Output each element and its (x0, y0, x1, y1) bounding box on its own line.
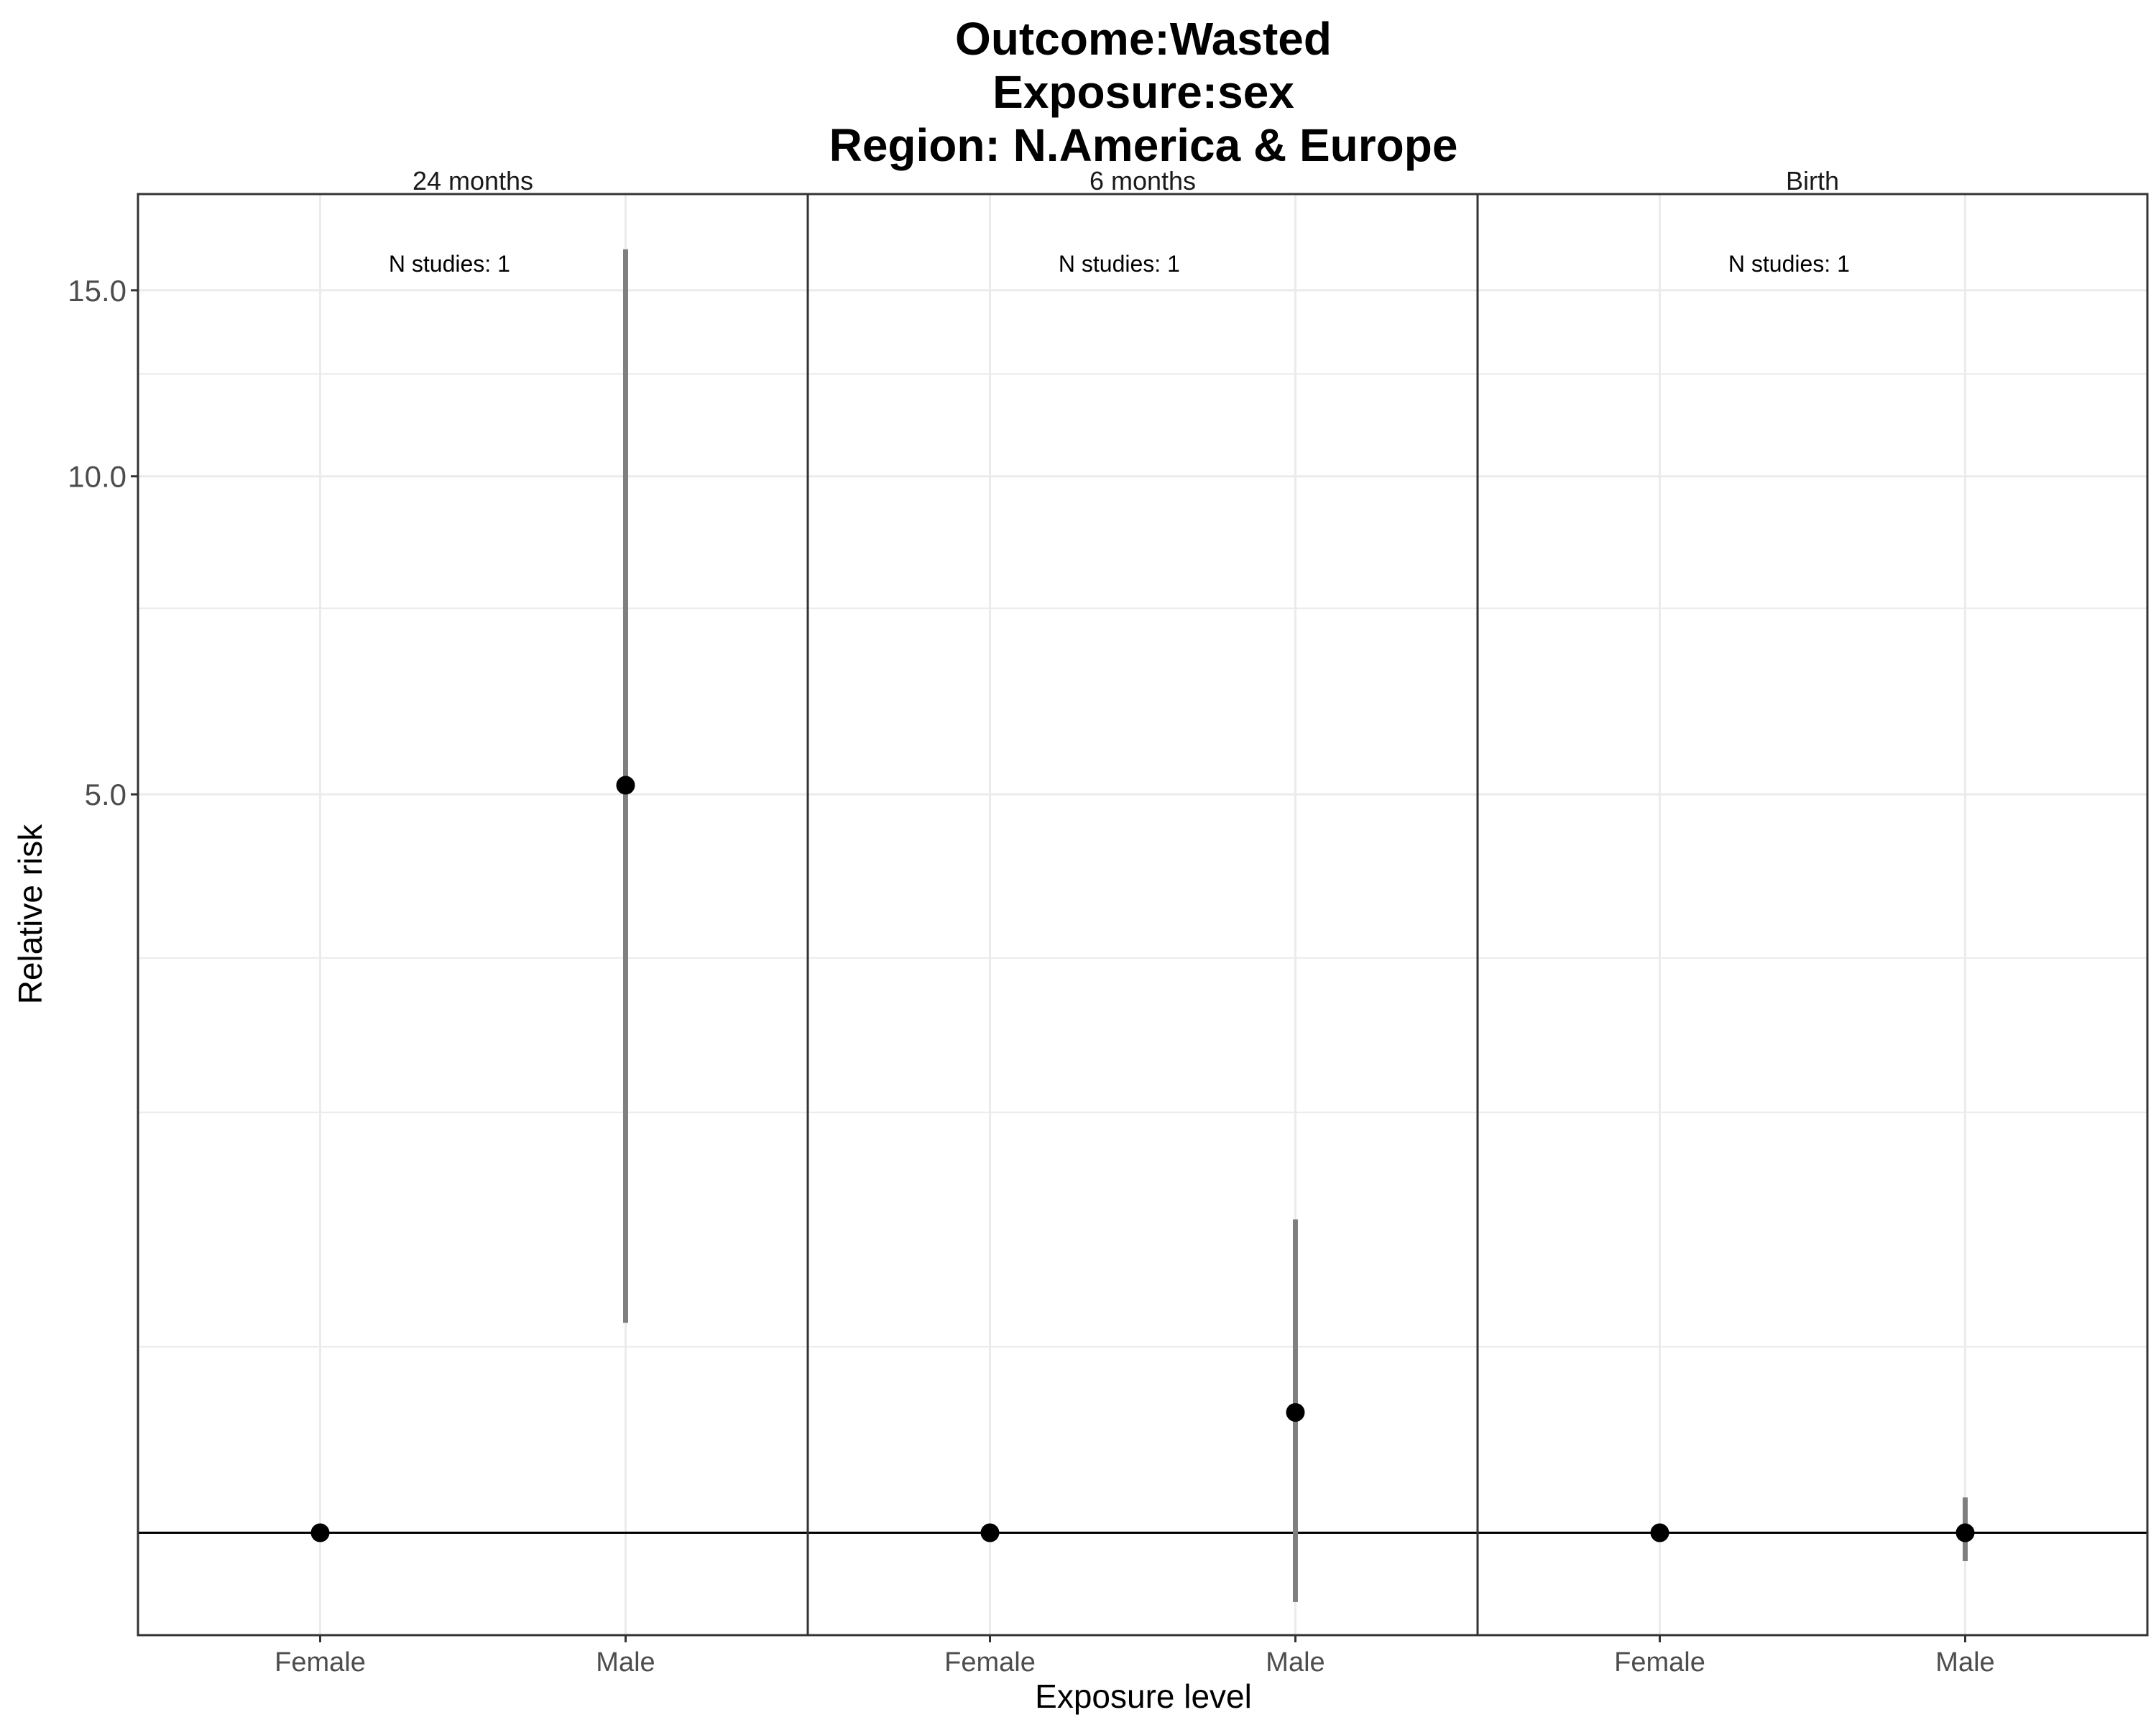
data-point (616, 776, 635, 795)
x-axis-title: Exposure level (1035, 1678, 1252, 1715)
y-tick-label: 10.0 (68, 460, 126, 494)
panels-layer: 24 months N studies: 1 Female Male 6 months N… (137, 166, 2149, 1678)
n-studies-annotation: N studies: 1 (1059, 251, 1180, 277)
panel-1: 6 months N studies: 1 Female Male (806, 166, 1479, 1678)
panel-border (137, 193, 809, 1637)
n-studies-annotation: N studies: 1 (1728, 251, 1850, 277)
panel-label: Birth (1786, 166, 1839, 196)
panel-label: 24 months (413, 166, 533, 196)
x-tick-label: Male (1935, 1647, 1994, 1678)
x-tick-label: Male (1266, 1647, 1325, 1678)
x-tick-label: Female (944, 1647, 1036, 1678)
x-tick-label: Female (1614, 1647, 1705, 1678)
data-point (1955, 1523, 1975, 1542)
data-point (1286, 1403, 1305, 1422)
chart-title-line-1: Outcome:Wasted (955, 13, 1332, 65)
data-point (310, 1523, 330, 1542)
panel-0: 24 months N studies: 1 Female Male (137, 166, 809, 1678)
n-studies-annotation: N studies: 1 (389, 251, 510, 277)
panel-border (1476, 193, 2149, 1637)
data-point (980, 1523, 1000, 1542)
data-point (1650, 1523, 1669, 1542)
y-axis-title: Relative risk (11, 824, 49, 1005)
y-tick-label: 5.0 (85, 778, 126, 811)
x-tick-label: Male (596, 1647, 655, 1678)
x-tick-label: Female (275, 1647, 366, 1678)
panel-2: Birth N studies: 1 Female Male (1476, 166, 2149, 1678)
panel-border (806, 193, 1479, 1637)
y-tick-label: 15.0 (68, 274, 126, 308)
y-axis: 5.0 10.0 15.0 (68, 274, 138, 811)
chart-title-line-3: Region: N.America & Europe (829, 119, 1458, 171)
chart-title-line-2: Exposure:sex (992, 66, 1294, 118)
panel-label: 6 months (1089, 166, 1196, 196)
